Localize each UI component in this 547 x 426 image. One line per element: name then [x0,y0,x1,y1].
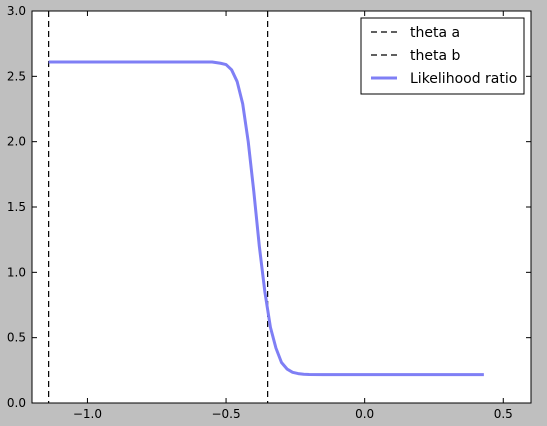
y-tick-label: 1.5 [7,200,26,214]
x-tick-label: −0.5 [211,407,240,421]
y-tick-label: 2.0 [7,135,26,149]
x-tick-labels: −1.0 −0.5 0.0 0.5 [73,407,513,421]
axis-ticks [32,10,531,404]
y-tick-labels: 0.0 0.5 1.0 1.5 2.0 2.5 3.0 [7,4,26,410]
y-tick-label: 2.5 [7,69,26,83]
x-tick-label: 0.0 [355,407,374,421]
series-line-likelihood-ratio [48,60,484,377]
legend-label: Likelihood ratio [410,71,517,87]
legend-label: theta a [410,25,460,41]
y-tick-label: 0.5 [7,331,26,345]
x-tick-label: 0.5 [494,407,513,421]
y-tick-label: 1.0 [7,265,26,279]
y-tick-label: 0.0 [7,396,26,410]
series-lines [48,60,484,377]
x-tick-label: −1.0 [73,407,102,421]
legend-box [360,17,525,95]
y-tick-label: 3.0 [7,4,26,18]
legend-label: theta b [410,48,460,64]
vertical-lines [48,11,269,403]
legend: theta a theta b Likelihood ratio [360,17,525,95]
